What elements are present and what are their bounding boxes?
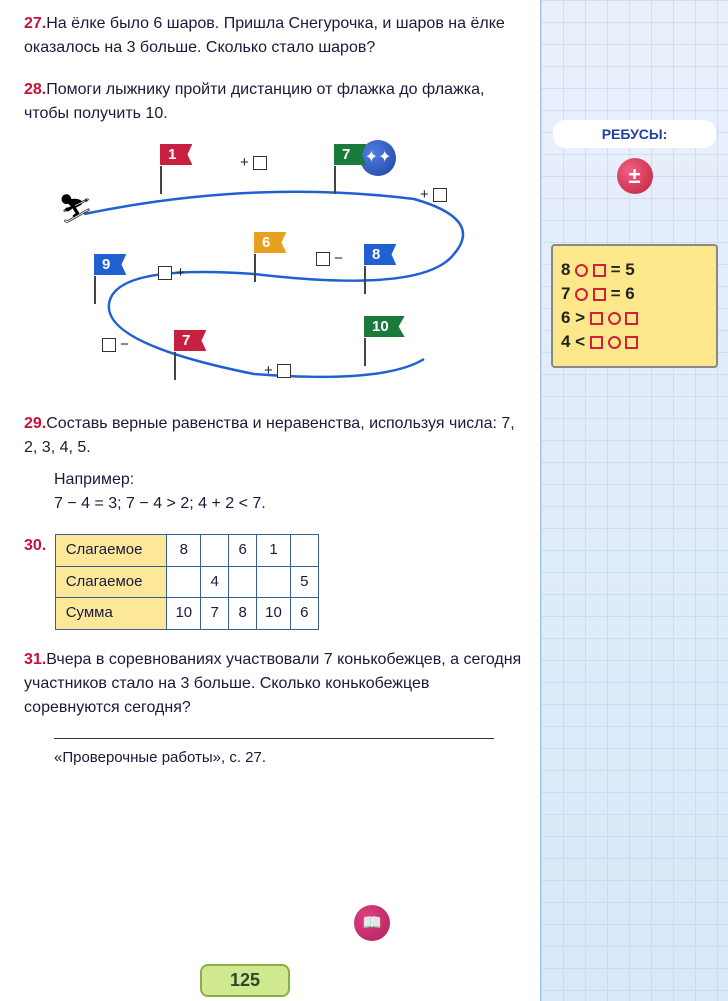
problem-text: Помоги лыжнику пройти дистанцию от флажк… [24, 81, 484, 122]
problem-27: 27.На ёлке было 6 шаров. Пришла Снегуроч… [24, 12, 524, 60]
rebus-row: 8 = 5 [561, 260, 708, 280]
row-label: Слагаемое [55, 535, 167, 567]
skier-icon: ⛷ [58, 192, 94, 225]
rebus-row: 4 < [561, 332, 708, 352]
rebus-title: РЕБУСЫ: [553, 120, 716, 148]
flag-6: 6 [254, 232, 286, 253]
problem-number: 31. [24, 651, 46, 668]
problem-text: Составь верные равенства и неравенства, … [24, 415, 515, 456]
rebus-row: 6 > [561, 308, 708, 328]
flag-9: 9 [94, 254, 126, 275]
problem-31: 31.Вчера в соревнованиях участвовали 7 к… [24, 648, 524, 720]
problem-number: 29. [24, 415, 46, 432]
problem-number: 30. [24, 537, 46, 554]
plusminus-icon: ± [617, 158, 653, 194]
table-cell: 7 [201, 598, 229, 630]
operation: − [316, 250, 343, 267]
problem-28: 28.Помоги лыжнику пройти дистанцию от фл… [24, 78, 524, 126]
problem-text: Вчера в соревнованиях участвовали 7 конь… [24, 651, 521, 716]
flag-8: 8 [364, 244, 396, 265]
row-label: Сумма [55, 598, 167, 630]
table-cell: 6 [229, 535, 257, 567]
flag-1: 1 [160, 144, 192, 165]
page-number: 125 [200, 964, 290, 997]
problem-30: 30. Слагаемое861Слагаемое45Сумма1078106 [24, 534, 524, 630]
table-cell: 6 [290, 598, 318, 630]
table-cell [229, 566, 257, 598]
example-text: 7 − 4 = 3; 7 − 4 > 2; 4 + 2 < 7. [54, 492, 524, 516]
book-medal-icon: 📖 [354, 905, 390, 941]
table-cell: 8 [167, 535, 201, 567]
problem-text: На ёлке было 6 шаров. Пришла Снегурочка,… [24, 15, 505, 56]
problem-29: 29.Составь верные равенства и неравенств… [24, 412, 524, 516]
table-cell: 10 [257, 598, 291, 630]
main-content: 27.На ёлке было 6 шаров. Пришла Снегуроч… [0, 0, 540, 1001]
rebus-box: 8 = 5 7 = 6 6 > 4 < [551, 244, 718, 368]
operation: − [102, 336, 129, 353]
operation: + [264, 362, 291, 379]
table-cell: 10 [167, 598, 201, 630]
footer-reference: «Проверочные работы», с. 27. [54, 749, 524, 766]
table-cell: 5 [290, 566, 318, 598]
table-row: Сумма1078106 [55, 598, 318, 630]
addends-table: Слагаемое861Слагаемое45Сумма1078106 [55, 534, 319, 630]
table-cell [167, 566, 201, 598]
table-row: Слагаемое861 [55, 535, 318, 567]
table-cell: 8 [229, 598, 257, 630]
flag-7: 7 [334, 144, 366, 165]
flag-7: 7 [174, 330, 206, 351]
table-cell [201, 535, 229, 567]
skier-diagram: ⛷ 1 7 6 8 9 7 10 + + − + − + [54, 144, 524, 404]
operation: + [420, 186, 447, 203]
problem-number: 28. [24, 81, 46, 98]
table-cell: 4 [201, 566, 229, 598]
example-label: Например: [54, 468, 524, 492]
operation: + [158, 264, 185, 281]
row-label: Слагаемое [55, 566, 167, 598]
operation: + [240, 154, 267, 171]
sidebar-content: РЕБУСЫ: ± 8 = 5 7 = 6 6 > 4 < [541, 0, 728, 1001]
problem-number: 27. [24, 15, 46, 32]
table-cell [257, 566, 291, 598]
table-row: Слагаемое 4 5 [55, 566, 318, 598]
divider [54, 738, 494, 739]
table-cell [290, 535, 318, 567]
flag-10: 10 [364, 316, 405, 337]
sidebar: РЕБУСЫ: ± 8 = 5 7 = 6 6 > 4 < [540, 0, 728, 1001]
table-cell: 1 [257, 535, 291, 567]
rebus-row: 7 = 6 [561, 284, 708, 304]
